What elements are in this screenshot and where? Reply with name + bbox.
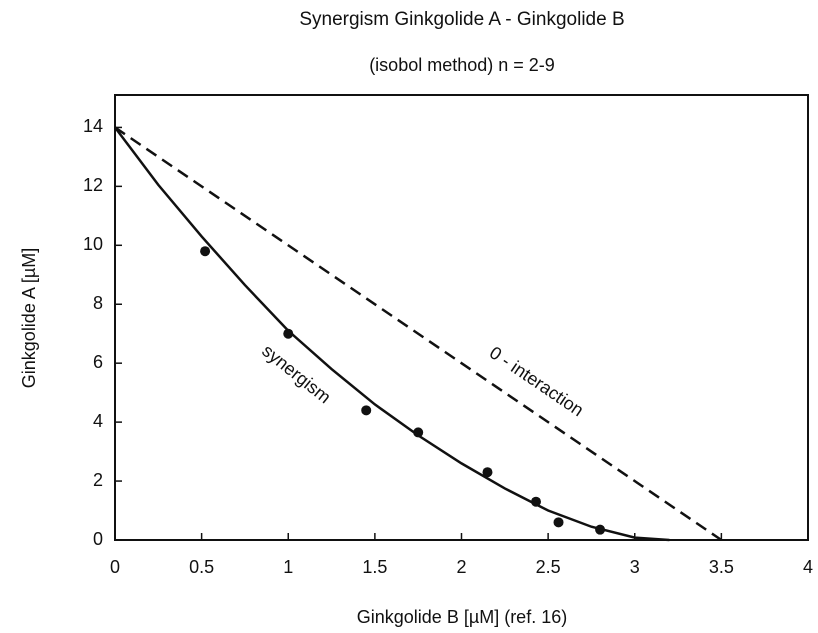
- data-point: [553, 517, 564, 528]
- chart-subtitle: (isobol method) n = 2-9: [369, 55, 555, 75]
- series-annotation: 0 - interaction: [486, 342, 587, 420]
- chart-title: Synergism Ginkgolide A - Ginkgolide B: [299, 9, 624, 30]
- plot-frame: [114, 94, 809, 541]
- x-tick-label: 2: [456, 557, 466, 577]
- x-tick-label: 1.5: [362, 557, 387, 577]
- y-tick-label: 4: [93, 411, 103, 431]
- data-point: [361, 405, 372, 416]
- series-line: [114, 126, 670, 542]
- data-point: [482, 467, 493, 478]
- y-tick-label: 10: [83, 234, 103, 254]
- data-point: [283, 328, 294, 339]
- data-point: [413, 427, 424, 438]
- data-point: [200, 246, 211, 257]
- y-tick-label: 8: [93, 293, 103, 313]
- y-tick-label: 12: [83, 175, 103, 195]
- y-tick-label: 6: [93, 352, 103, 372]
- x-axis-label: Ginkgolide B [µM] (ref. 16): [357, 607, 567, 627]
- y-tick-label: 2: [93, 470, 103, 490]
- y-tick-label: 14: [83, 116, 103, 136]
- x-tick-label: 4: [803, 557, 813, 577]
- x-tick-label: 2.5: [536, 557, 561, 577]
- x-tick-label: 0: [110, 557, 120, 577]
- x-tick-label: 3.5: [709, 557, 734, 577]
- data-point: [595, 524, 606, 535]
- y-axis-label: Ginkgolide A [µM]: [19, 248, 39, 388]
- x-tick-label: 1: [283, 557, 293, 577]
- x-tick-label: 0.5: [189, 557, 214, 577]
- y-tick-label: 0: [93, 529, 103, 549]
- series-line: [114, 126, 723, 542]
- x-tick-label: 3: [630, 557, 640, 577]
- data-point: [530, 496, 541, 507]
- series-annotation: synergism: [258, 340, 334, 407]
